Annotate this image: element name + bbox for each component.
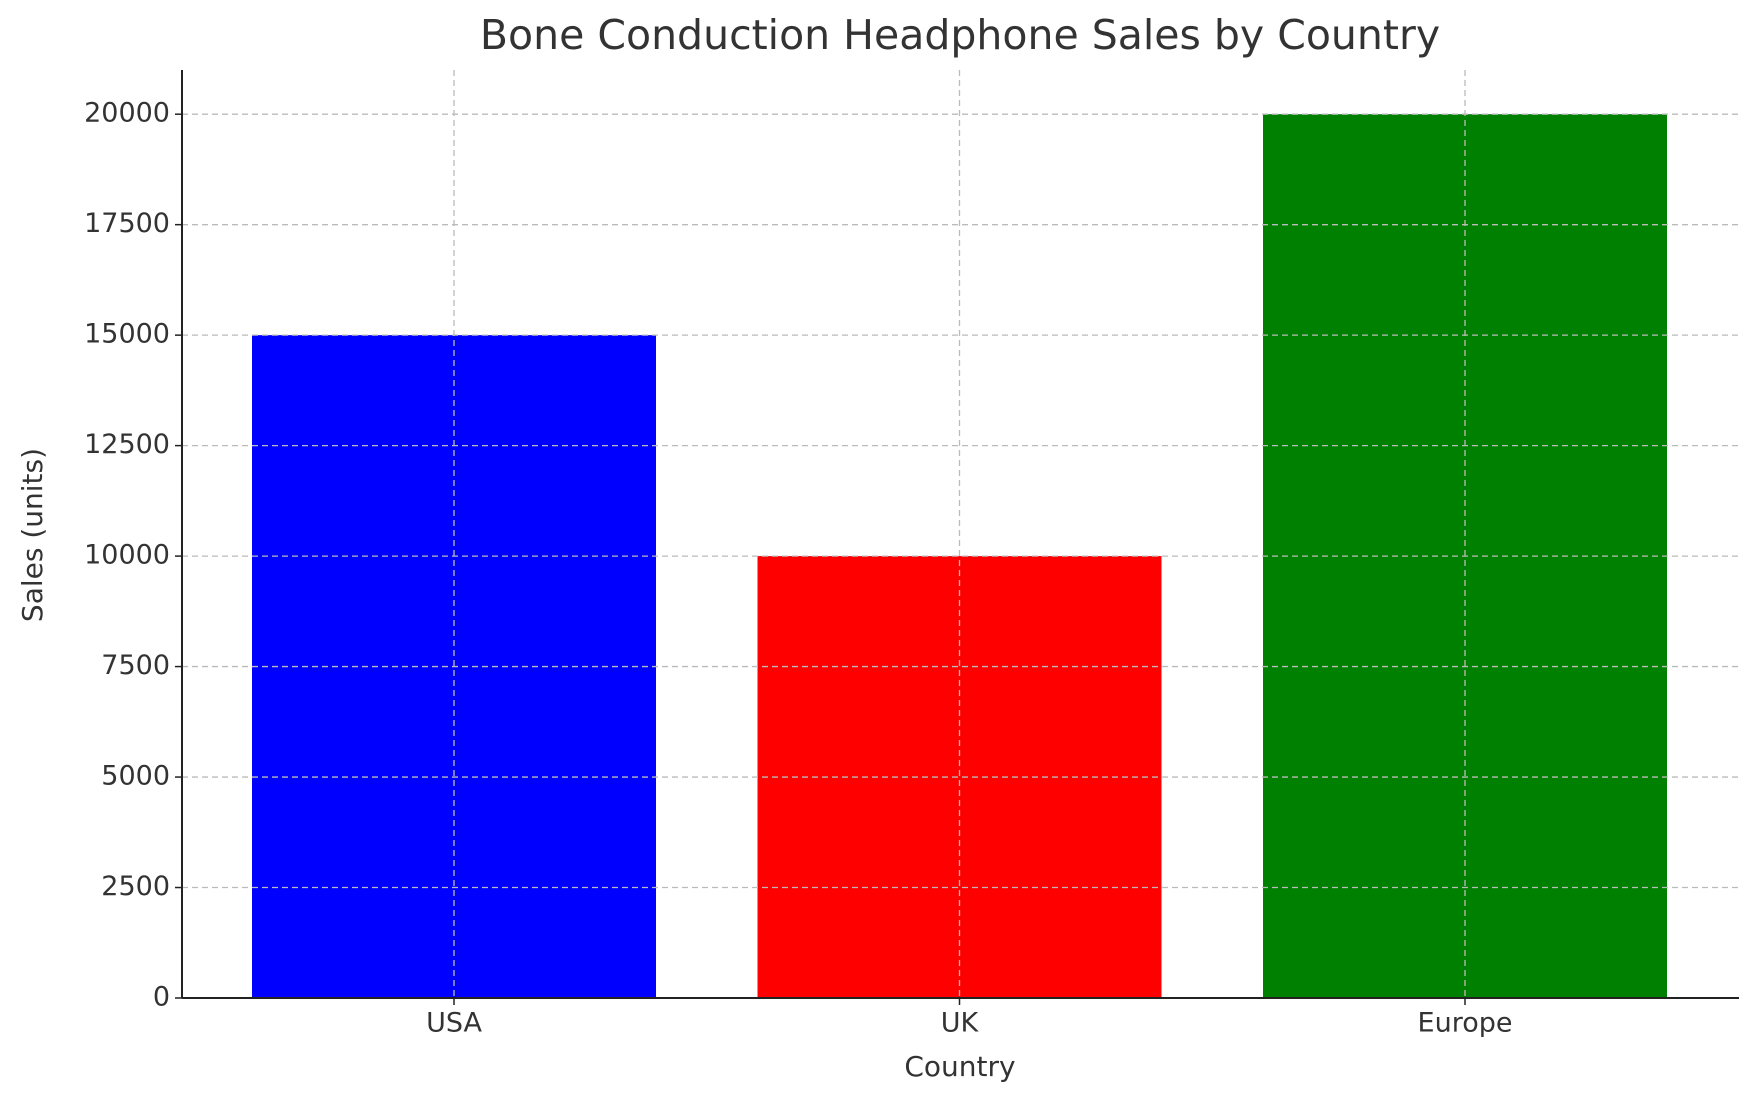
x-axis-label: Country [904,1050,1015,1083]
y-tick-label: 0 [153,982,170,1013]
y-tick-label: 10000 [84,540,170,571]
y-axis-label: Sales (units) [16,448,49,622]
chart-title: Bone Conduction Headphone Sales by Count… [480,11,1440,59]
x-tick-label: USA [426,1008,482,1039]
y-tick-label: 20000 [84,98,170,129]
y-tick-label: 2500 [101,871,170,902]
y-tick-label: 5000 [101,761,170,792]
y-tick-label: 7500 [101,650,170,681]
x-tick-label: Europe [1418,1008,1513,1039]
y-tick-label: 15000 [84,319,170,350]
y-tick-label: 12500 [84,429,170,460]
y-tick-label: 17500 [84,208,170,239]
x-tick-label: UK [941,1008,980,1039]
